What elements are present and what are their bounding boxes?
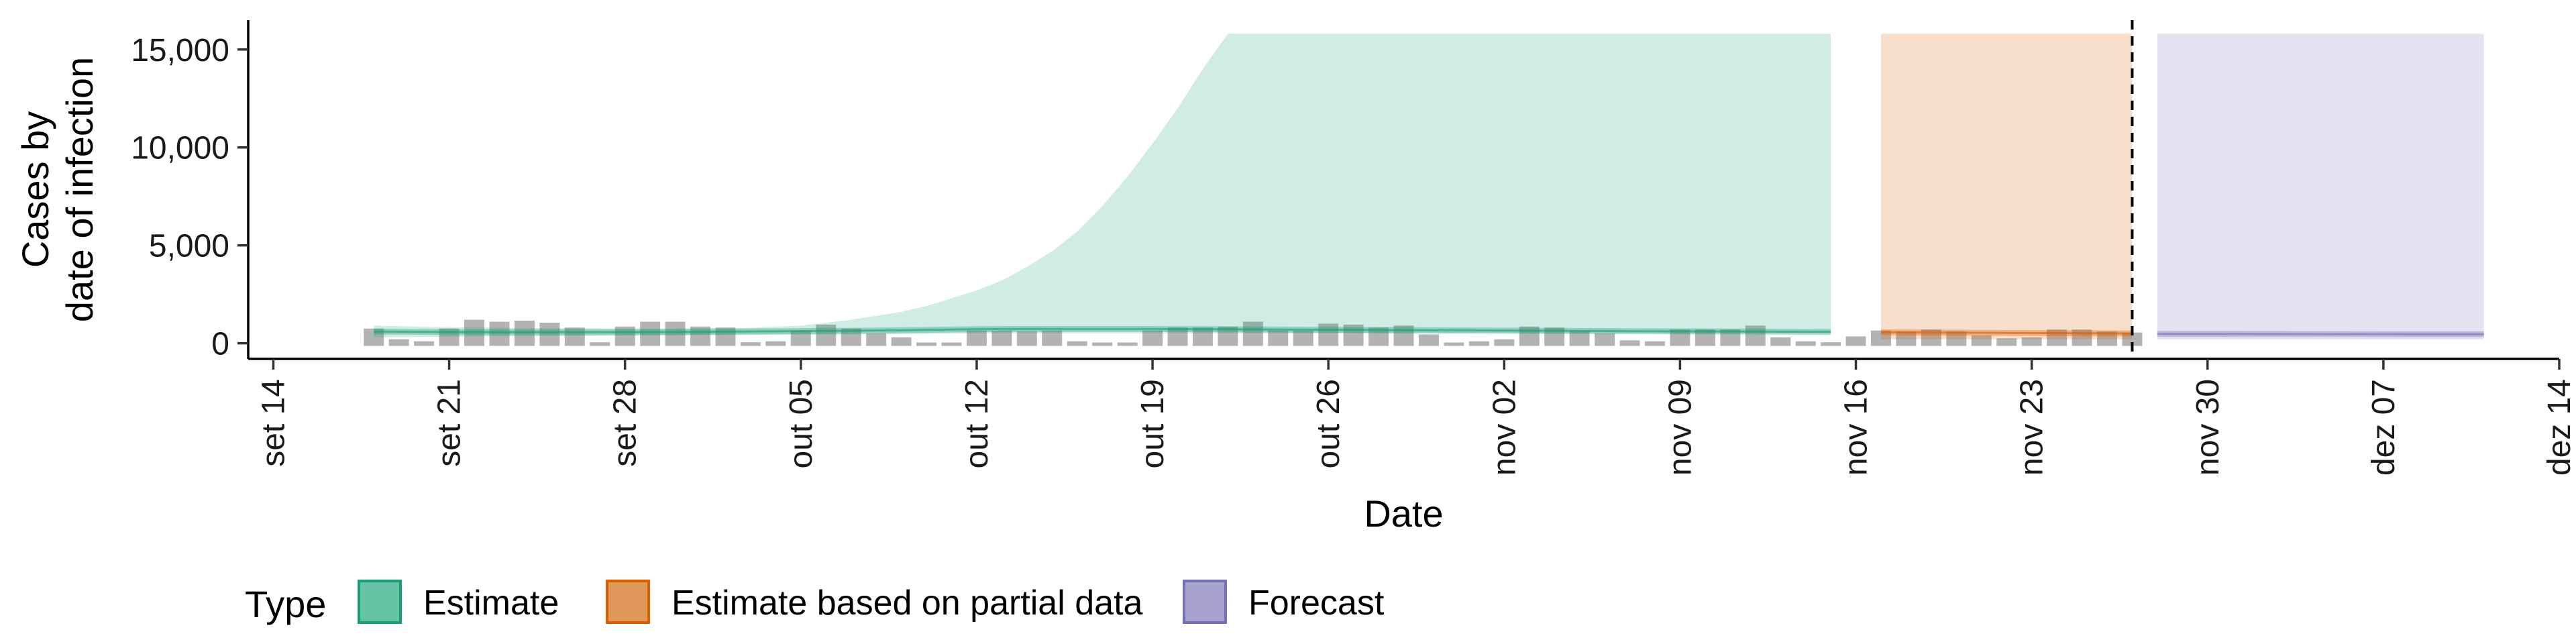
x-tick-label: out 05 [784, 379, 819, 468]
bar [640, 321, 661, 346]
bar [1896, 331, 1917, 346]
bar [1946, 331, 1967, 346]
bar [614, 326, 635, 346]
bar [539, 322, 560, 346]
legend-label: Forecast [1248, 584, 1385, 623]
bar [991, 330, 1012, 346]
bar [2021, 337, 2042, 346]
estimate-ribbon [374, 34, 1831, 337]
bar [1117, 342, 1138, 346]
y-tick-label: 10,000 [131, 131, 229, 166]
y-tick-label: 5,000 [149, 229, 229, 264]
x-tick-label: nov 09 [1662, 379, 1698, 476]
bar [916, 342, 937, 346]
bar [388, 339, 409, 346]
y-tick-label: 15,000 [131, 33, 229, 68]
bar [866, 333, 887, 346]
y-axis-ticks: 0 5,000 10,000 15,000 [131, 33, 248, 362]
x-tick-label: out 19 [1135, 379, 1171, 468]
bar [765, 341, 786, 346]
bar [1795, 341, 1816, 346]
bar [740, 342, 761, 346]
bar [816, 324, 837, 346]
x-tick-label: dez 14 [2542, 379, 2576, 476]
bar [1468, 341, 1489, 346]
y-axis-title-line: Cases by [14, 111, 56, 268]
bar [690, 326, 710, 346]
bar [1644, 341, 1665, 346]
y-axis-title: Cases by date of infection [14, 57, 101, 322]
bar [891, 337, 912, 346]
y-tick-label: 0 [211, 327, 229, 362]
x-tick-label: out 26 [1311, 379, 1346, 468]
bar [1595, 333, 1615, 346]
x-axis-ticks: set 14 set 21 set 28 out 05 out 12 out 19 out … [256, 359, 2576, 476]
estimate-median-line [374, 327, 1831, 333]
x-tick-label: set 21 [432, 379, 468, 467]
bar [1418, 334, 1439, 346]
legend-swatch [606, 580, 650, 624]
bar [1393, 325, 1414, 346]
bar [665, 321, 686, 346]
legend-title: Type [245, 583, 326, 625]
bar [1192, 327, 1213, 346]
bar [1996, 338, 2017, 346]
bar [1569, 330, 1590, 346]
bar [564, 327, 585, 346]
bar [1870, 330, 1891, 346]
bar [1092, 342, 1113, 346]
bar [489, 321, 510, 346]
bar [514, 321, 535, 346]
bar [790, 330, 811, 346]
estimate-inner-ribbon [374, 325, 1831, 335]
bar [1971, 335, 1992, 346]
bar [1343, 324, 1364, 346]
x-tick-label: set 14 [256, 379, 291, 467]
x-axis-title: Date [1364, 492, 1443, 535]
x-tick-label: nov 02 [1487, 379, 1522, 476]
bar [1444, 342, 1464, 346]
legend-label: Estimate [423, 584, 559, 623]
x-tick-label: set 28 [608, 379, 643, 467]
bar [1242, 321, 1263, 346]
partial-ribbon [1880, 34, 2133, 339]
bar [1042, 330, 1063, 346]
bar [1067, 341, 1087, 346]
bar [1821, 342, 1841, 346]
y-axis-title-line: date of infection [58, 57, 101, 322]
x-tick-label: nov 23 [2015, 379, 2050, 476]
x-tick-label: nov 16 [1839, 379, 1874, 476]
partial-median-line [1880, 331, 2133, 335]
bar [1845, 336, 1866, 346]
bar [590, 342, 610, 346]
bar [1494, 339, 1515, 346]
bar [1142, 330, 1163, 346]
legend: Type Estimate Estimate based on partial da… [245, 580, 1385, 625]
forecast-median-line [2157, 333, 2484, 335]
x-tick-label: dez 07 [2366, 379, 2402, 476]
bar [414, 341, 435, 346]
bar [966, 330, 987, 346]
bar [1318, 323, 1339, 346]
bar [1016, 331, 1037, 346]
bar [1293, 330, 1313, 346]
bar [1268, 330, 1289, 346]
legend-label: Estimate based on partial data [672, 584, 1143, 623]
x-tick-label: nov 30 [2190, 379, 2226, 476]
legend-swatch [358, 580, 402, 624]
bar [1167, 327, 1188, 346]
x-tick-label: out 12 [959, 379, 995, 468]
legend-swatch [1183, 580, 1227, 624]
bar [1745, 325, 1766, 346]
forecast-ribbon [2157, 34, 2484, 339]
bar [941, 342, 962, 346]
bar [1619, 340, 1640, 346]
bar [2097, 331, 2117, 346]
ribbons [374, 34, 2484, 339]
bar [1770, 337, 1791, 346]
bar [2122, 332, 2143, 346]
